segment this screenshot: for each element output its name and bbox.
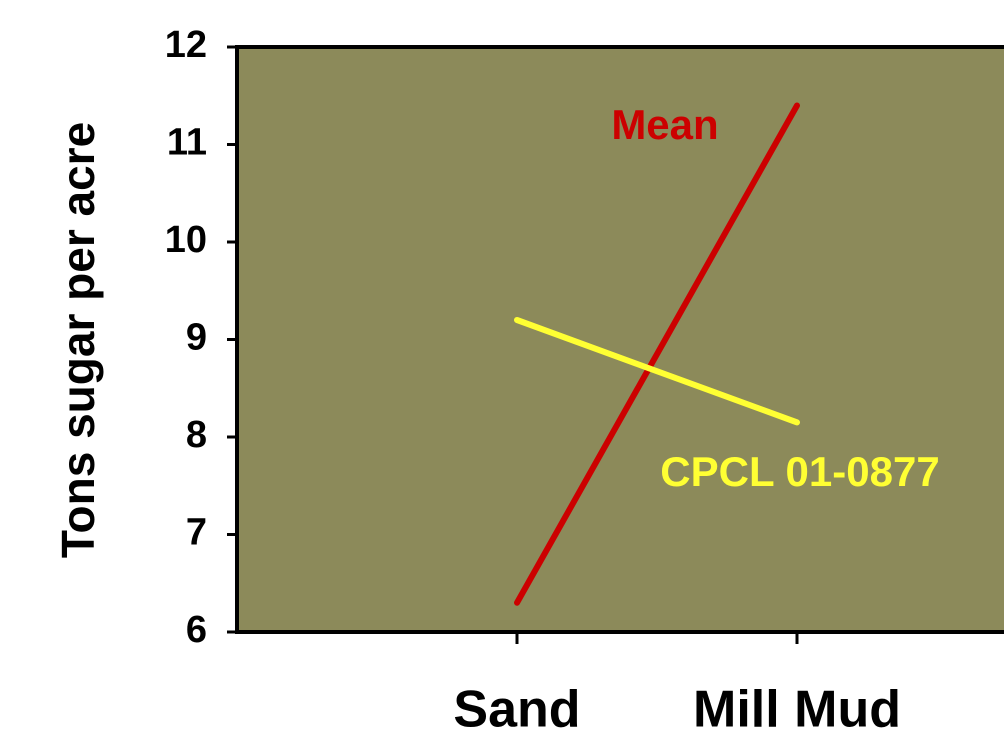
y-tick-label: 7 — [186, 512, 207, 554]
y-tick-label: 6 — [186, 609, 207, 651]
y-axis-title: Tons sugar per acre — [52, 122, 104, 558]
series-line — [514, 317, 800, 426]
y-tick-label: 12 — [165, 24, 207, 66]
y-tick-label: 8 — [186, 414, 207, 456]
y-tick-label: 10 — [165, 219, 207, 261]
series-line — [514, 102, 800, 606]
x-tick-label: Mill Mud — [693, 681, 901, 739]
series-label: CPCL 01-0877 — [660, 448, 939, 495]
plot-area — [235, 45, 1004, 634]
series-label: Mean — [611, 101, 718, 148]
x-tick-label: Sand — [453, 681, 580, 739]
y-tick-label: 11 — [167, 122, 207, 164]
y-tick-label: 9 — [186, 317, 207, 359]
